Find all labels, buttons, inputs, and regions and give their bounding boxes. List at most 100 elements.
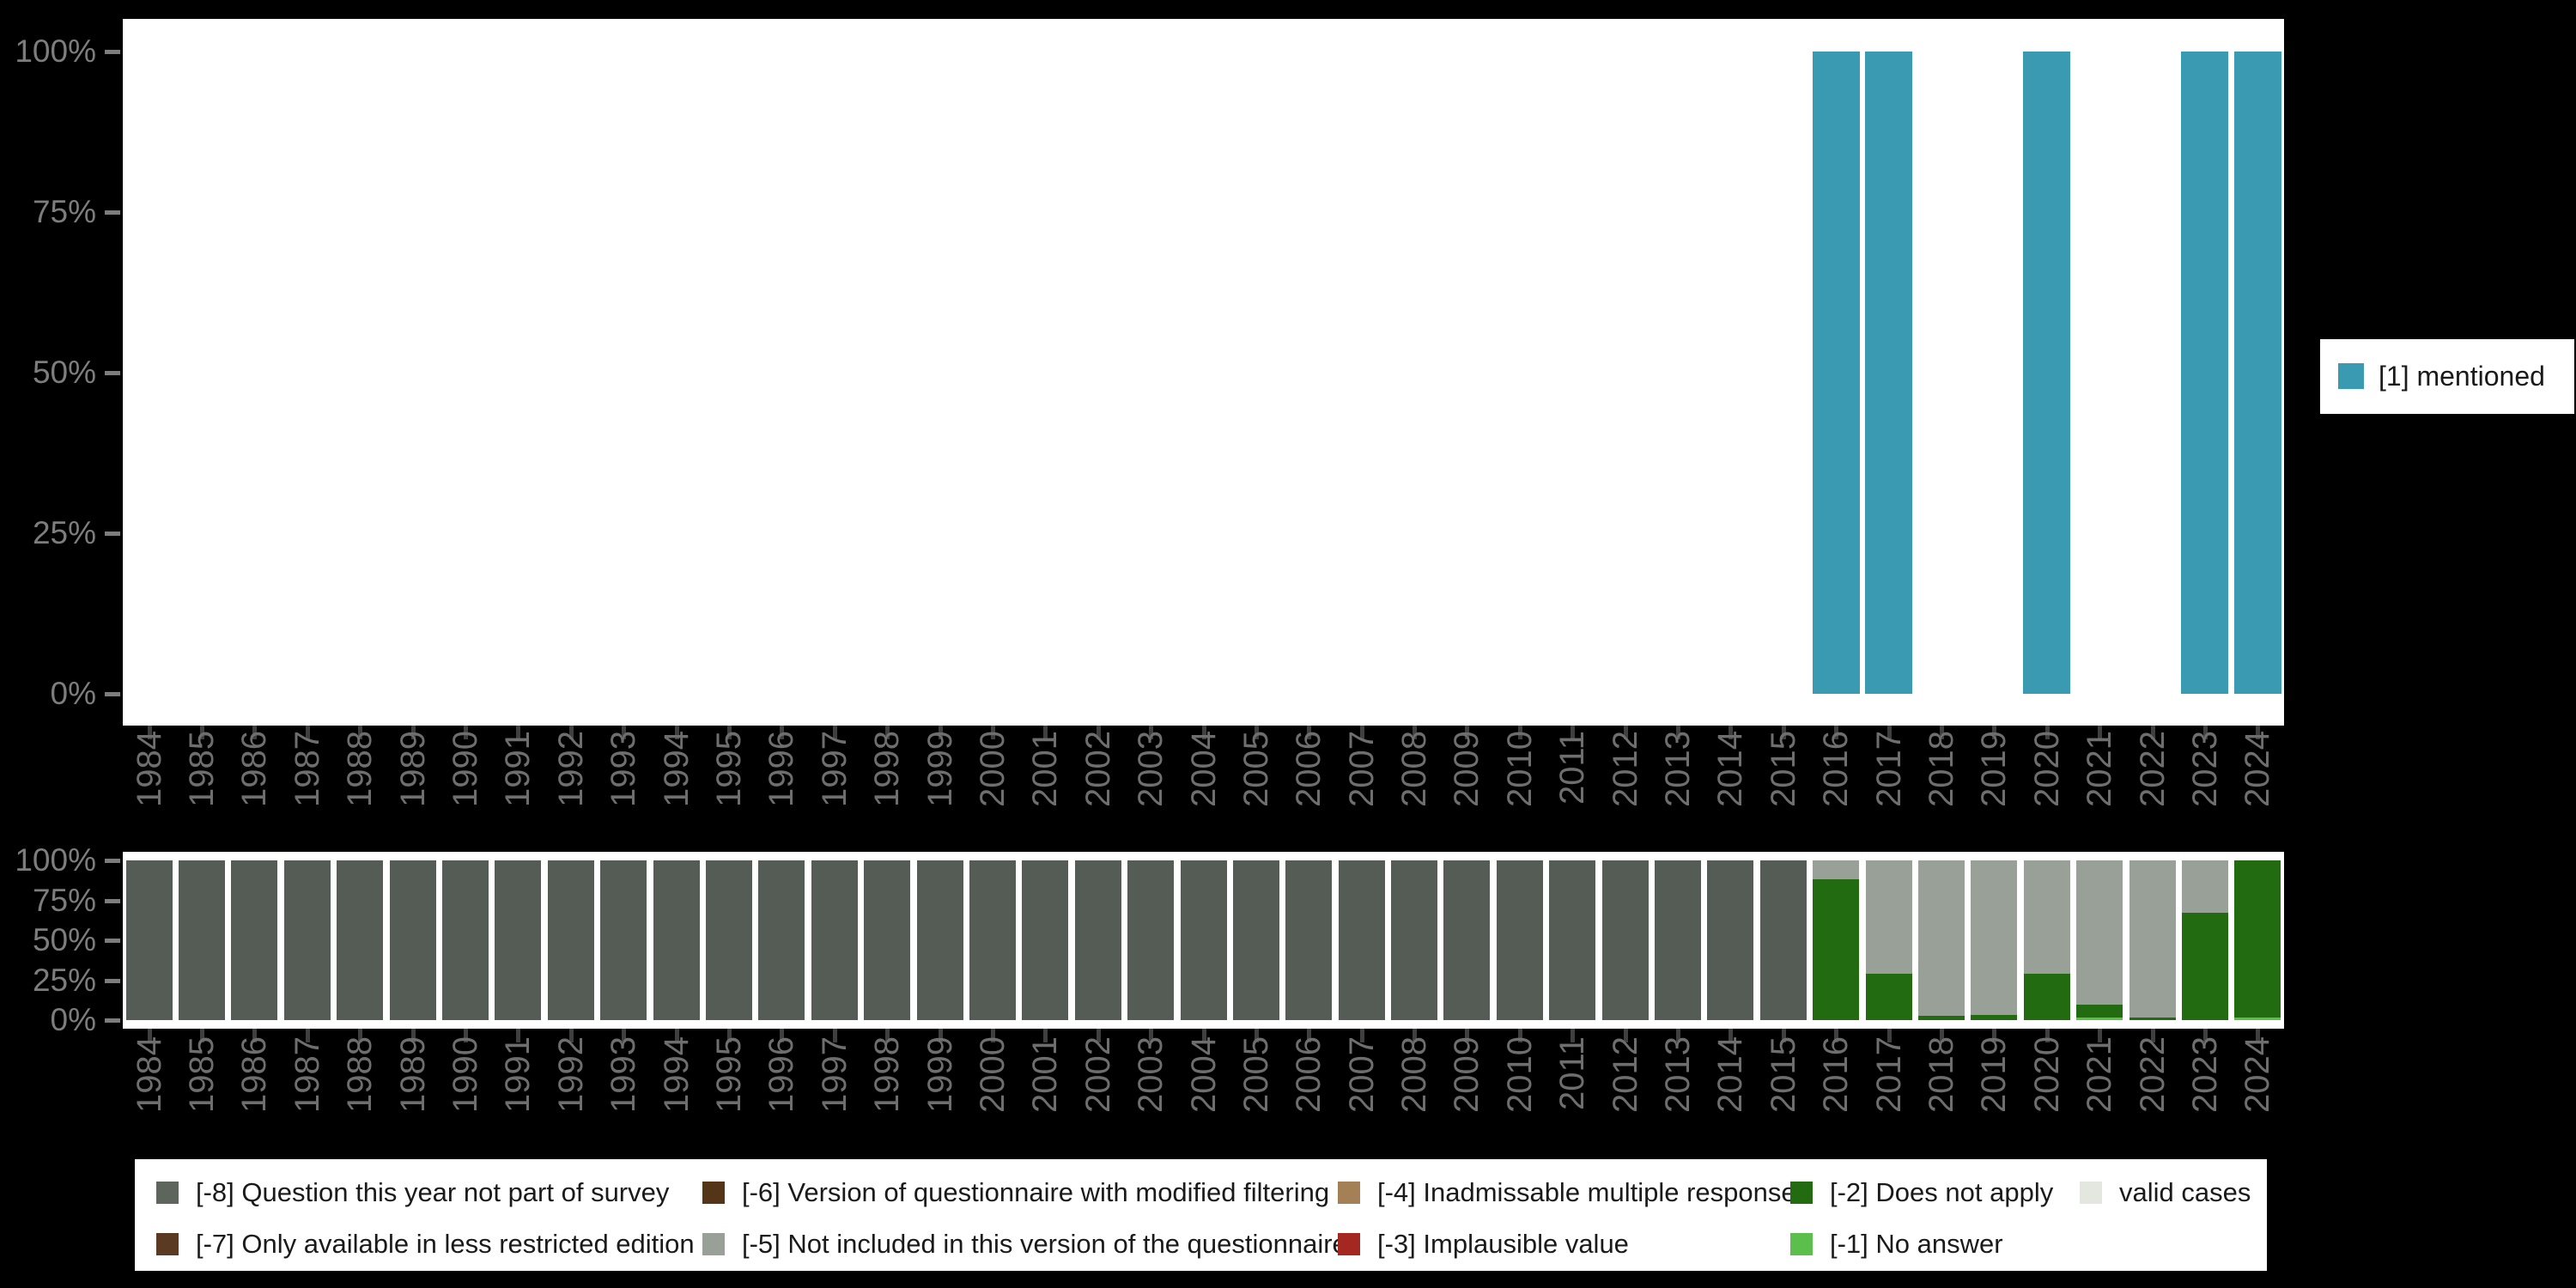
y-axis-tick [105,859,120,863]
x-axis-tick [2256,726,2261,739]
x-axis-year-label: 2017 [1869,1036,1908,1113]
x-axis-tick [410,726,416,739]
missing-bar-segment [1443,860,1491,1020]
x-axis-tick [1571,726,1576,739]
x-axis-tick [1413,1029,1418,1042]
x-axis-year-label: 2006 [1290,731,1328,807]
mentioned-bar [2233,52,2281,694]
x-axis-tick [990,726,995,739]
x-axis-tick [1201,726,1206,739]
x-axis-tick [2256,1029,2261,1042]
x-axis-tick [622,1029,627,1042]
x-axis-tick [2202,1029,2208,1042]
missing-bar-segment [125,860,173,1020]
x-axis-year-label: 1990 [447,731,485,807]
missing-bar-segment [600,860,647,1020]
y-axis-tick-label: 100% [15,33,96,69]
missing-bar-segment [179,860,226,1020]
x-axis-year-label: 1994 [657,731,696,807]
x-axis-year-label: 1999 [920,1036,959,1113]
x-axis-tick [147,1029,152,1042]
missing-bar-segment [1865,860,1912,975]
x-axis-year-label: 2003 [1132,731,1170,807]
x-axis-tick [885,1029,890,1042]
missing-bar-segment [2023,860,2070,975]
missing-bar-segment [2234,860,2281,1018]
x-axis-tick [1517,1029,1522,1042]
x-axis-year-label: 2023 [2185,731,2224,807]
x-axis-year-label: 1997 [815,1036,854,1113]
x-axis-tick [2150,1029,2155,1042]
x-axis-tick [1834,726,1839,739]
missing-bar-segment [1917,860,1965,1017]
legend-swatch [702,1233,725,1255]
x-axis-tick [200,726,205,739]
x-axis-tick [832,1029,837,1042]
legend-swatch [1790,1182,1813,1204]
x-axis-year-label: 2002 [1078,731,1117,807]
missing-bar-segment [2181,913,2228,1020]
x-axis-tick [1465,726,1470,739]
x-axis-tick [780,1029,785,1042]
y-axis-tick [105,1018,120,1023]
x-axis-tick [674,726,679,739]
x-axis-tick [1676,1029,1680,1042]
missing-bar-segment [2076,1005,2123,1018]
x-axis-year-label: 2005 [1236,731,1275,807]
missing-bar-segment [1813,879,1860,1020]
x-axis-tick [516,1029,521,1042]
x-axis-year-label: 2011 [1553,1036,1592,1111]
missing-bar-segment [547,860,594,1020]
x-axis-tick [1886,1029,1892,1042]
x-axis-year-label: 2004 [1184,1036,1223,1113]
x-axis-year-label: 2021 [2081,1036,2119,1113]
x-axis-year-label: 2009 [1448,731,1486,807]
mentioned-legend-label: [1] mentioned [2379,361,2545,392]
x-axis-year-label: 2010 [1500,731,1539,807]
x-axis-year-label: 1998 [868,731,907,807]
missing-bar-segment [1917,1016,1965,1020]
mentioned-bar [1812,52,1860,694]
x-axis-year-label: 2007 [1342,731,1381,807]
y-axis-tick-label: 0% [50,1002,96,1037]
legend-swatch [2080,1182,2102,1204]
missing-bar-segment [1549,860,1596,1020]
x-axis-year-label: 2000 [973,731,1012,807]
missing-bar-segment [2076,860,2123,1005]
legend-item-label: [-7] Only available in less restricted e… [196,1229,695,1259]
missing-bar-segment [864,860,911,1020]
legend-item-label: [-5] Not included in this version of the… [742,1229,1347,1259]
missing-bar-segment [2023,974,2070,1020]
x-axis-tick [1992,726,1997,739]
x-axis-tick [1359,1029,1364,1042]
missing-bar-segment [1496,860,1543,1020]
missing-bar-segment [1813,860,1860,880]
missing-bar-segment [1022,860,1069,1020]
x-axis-year-label: 2010 [1500,1036,1539,1113]
missing-bar-segment [495,860,542,1020]
x-axis-year-label: 1985 [183,1036,222,1113]
legend-swatch [156,1182,179,1204]
x-axis-year-label: 1990 [447,1036,485,1113]
x-axis-tick [1992,1029,1997,1042]
x-axis-tick [1676,726,1680,739]
y-axis-tick [105,532,120,536]
x-axis-tick [1149,726,1154,739]
x-axis-tick [305,726,310,739]
x-axis-year-label: 2014 [1711,1036,1750,1113]
legend-swatch [1338,1233,1360,1255]
missing-bar-segment [231,860,278,1020]
missing-bar-segment [389,860,436,1020]
missing-bar-segment [1180,860,1227,1020]
x-axis-year-label: 1994 [657,1036,696,1113]
x-axis-year-label: 1999 [920,731,959,807]
x-axis-tick [147,726,152,739]
x-axis-year-label: 1993 [605,1036,643,1113]
missing-bar-segment [283,860,331,1020]
x-axis-tick [1886,726,1892,739]
x-axis-tick [1254,1029,1259,1042]
x-axis-tick [252,1029,258,1042]
x-axis-tick [516,726,521,739]
x-axis-tick [2098,1029,2103,1042]
